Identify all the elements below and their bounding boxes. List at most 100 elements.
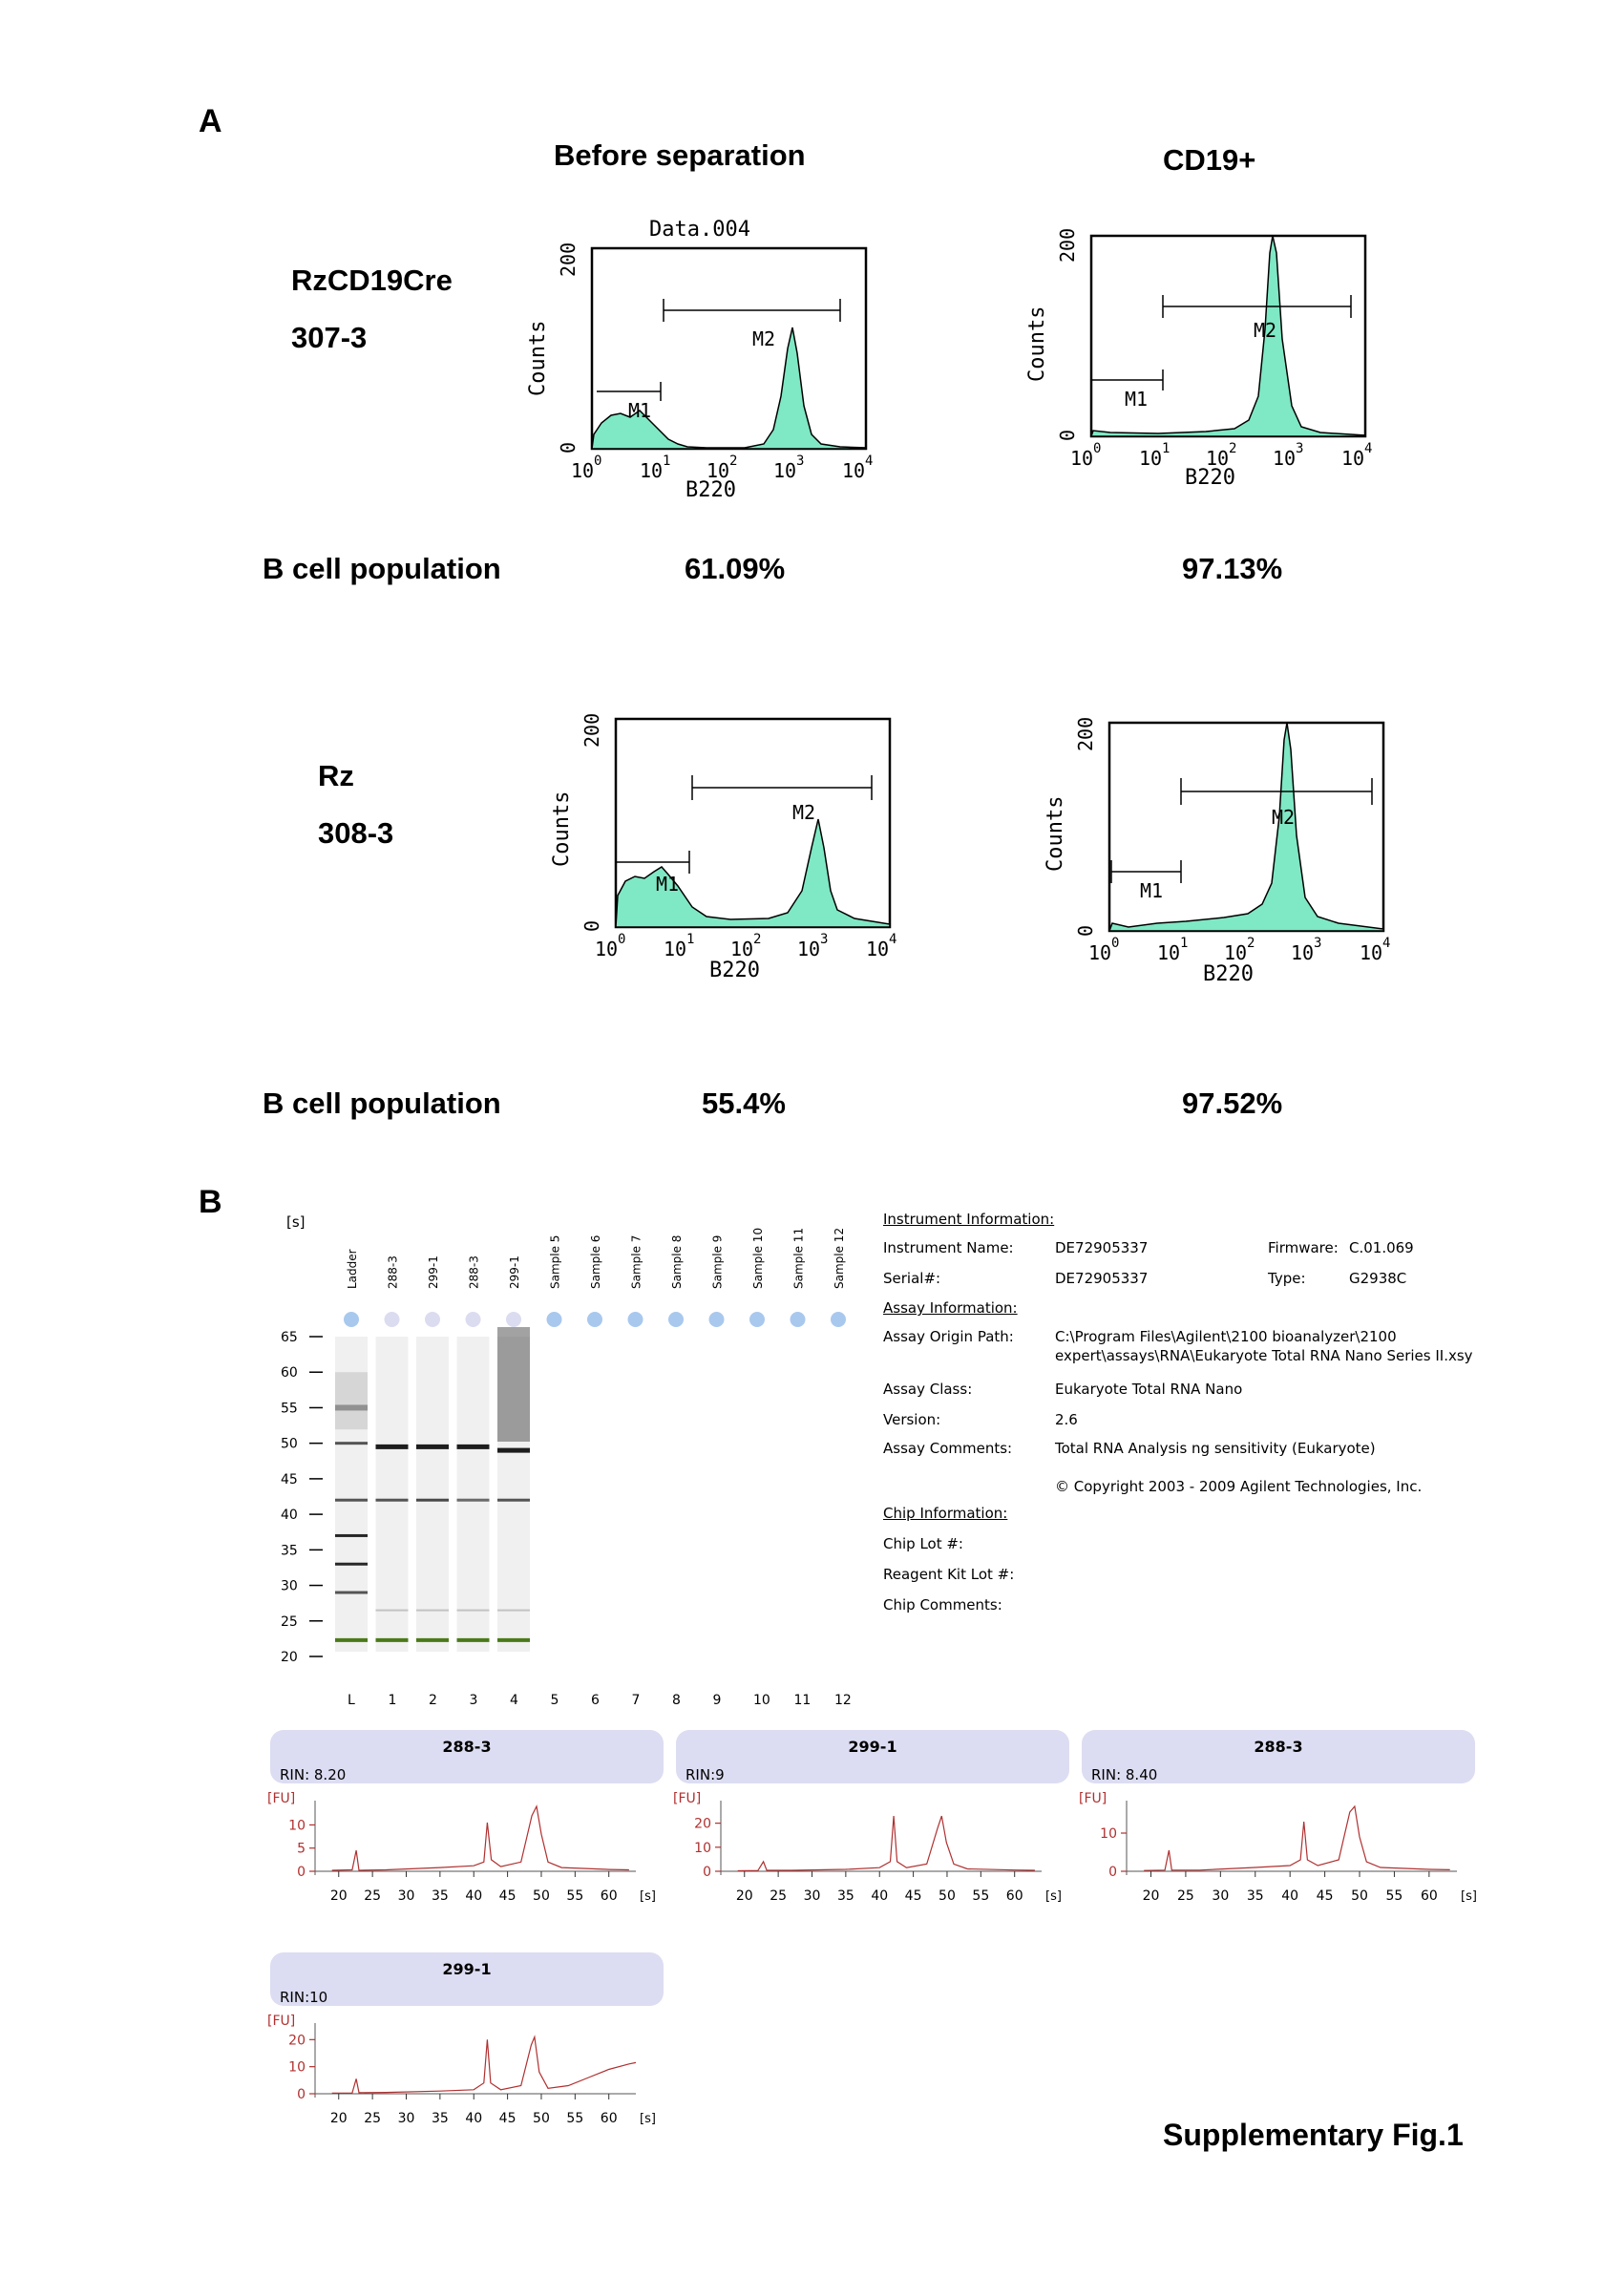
assay-class-label: Assay Class: [883, 1381, 973, 1398]
y-tick-200: 200 [1056, 228, 1079, 263]
gel-well-dot [708, 1312, 725, 1327]
gel-y-tick: 30 [281, 1579, 298, 1594]
chip-lot-label: Chip Lot #: [883, 1535, 963, 1552]
ep-x-unit: [s] [1461, 1889, 1477, 1904]
ep-x-tick: 50 [533, 1888, 550, 1904]
gel-well-dot [790, 1312, 806, 1327]
ep-header-4: 299-1 RIN:10 [270, 1952, 664, 2006]
gel-lane-number: 3 [470, 1693, 478, 1708]
gel-lane-label: 288-3 [468, 1255, 481, 1289]
gel-well-dot [384, 1312, 400, 1327]
electropherogram-3: [FU] 0 10 20 25 30 35 40 45 50 55 60 [s] [1079, 1791, 1477, 1904]
ep-x-tick: 20 [736, 1888, 753, 1904]
assay-heading: Assay Information: [883, 1299, 1018, 1317]
gate-m1-label: M1 [628, 399, 651, 422]
electropherogram-4: [FU] 0 10 20 20 25 30 35 40 45 50 55 60 [s] [267, 2014, 656, 2126]
ep-y-tick: 10 [1100, 1826, 1117, 1842]
column-header-before: Before separation [554, 138, 806, 172]
gel-lane-label: Sample 6 [589, 1235, 602, 1289]
gate-m2-label: M2 [752, 327, 775, 350]
ep-trace [331, 2035, 637, 2094]
row1-before-percent: 61.09% [685, 552, 786, 585]
y-tick-0: 0 [580, 920, 603, 932]
ep-x-tick: 60 [1006, 1888, 1023, 1904]
assay-origin-value-2: expert\assays\RNA\Eukaryote Total RNA Na… [1055, 1347, 1473, 1364]
gel-band [335, 1533, 368, 1537]
ep-y-tick: 0 [703, 1865, 711, 1880]
ep-trace [737, 1815, 1035, 1872]
gel-lane-number: L [348, 1693, 355, 1708]
gel-lane-label: Ladder [346, 1249, 359, 1289]
ep-x-tick: 50 [1351, 1888, 1368, 1904]
x-tick: 10 [707, 459, 729, 482]
ep-fu-label: [FU] [1079, 1791, 1107, 1806]
ep-fu-label: [FU] [267, 2014, 295, 2029]
ep-x-tick: 45 [499, 2111, 517, 2126]
x-tick: 10 [595, 938, 618, 960]
ep-rin: RIN: 8.40 [1091, 1766, 1158, 1783]
gel-y-tick: 40 [281, 1508, 298, 1523]
x-tick-exp: 0 [1093, 441, 1101, 456]
ep-x-tick: 60 [601, 2111, 618, 2126]
ep-y-tick: 0 [297, 2087, 306, 2102]
x-tick-exp: 1 [686, 932, 694, 947]
gel-y-tick: 50 [281, 1437, 298, 1452]
gel-y-tick: 25 [281, 1614, 298, 1630]
y-tick-200: 200 [1074, 717, 1097, 751]
ep-y-tick: 0 [1108, 1865, 1117, 1880]
x-tick: 10 [1088, 941, 1111, 964]
ep-x-tick: 40 [871, 1888, 888, 1904]
ep-trace [331, 1804, 629, 1871]
x-tick-exp: 3 [1296, 441, 1303, 456]
gel-lane-label: Sample 11 [792, 1228, 806, 1289]
ep-x-tick: 20 [1143, 1888, 1160, 1904]
ep-y-tick: 10 [288, 2060, 306, 2076]
ep-x-tick: 30 [398, 1888, 415, 1904]
x-tick-exp: 3 [1314, 936, 1321, 951]
row2-population-label: B cell population [263, 1086, 501, 1120]
type-value: G2938C [1349, 1270, 1407, 1287]
panel-b-label: B [199, 1184, 222, 1220]
gel-smear [335, 1372, 368, 1430]
ep-x-tick: 35 [432, 1888, 449, 1904]
x-tick: 10 [1273, 447, 1296, 470]
ep-x-tick: 40 [465, 2111, 482, 2126]
firmware-value: C.01.069 [1349, 1239, 1414, 1256]
gel-well-dot [627, 1312, 643, 1327]
x-tick-exp: 1 [663, 453, 670, 469]
ep-x-tick: 20 [330, 1888, 348, 1904]
gel-band [416, 1609, 449, 1612]
gel-y-tick: 55 [281, 1401, 298, 1416]
x-tick: 10 [730, 938, 753, 960]
x-tick-exp: 2 [753, 932, 761, 947]
gate-m2-label: M2 [792, 801, 815, 824]
y-tick-200: 200 [580, 713, 603, 748]
assay-class-value: Eukaryote Total RNA Nano [1055, 1381, 1243, 1398]
ep-x-tick: 35 [837, 1888, 854, 1904]
x-axis-label: B220 [685, 478, 736, 502]
ep-x-tick: 25 [1177, 1888, 1194, 1904]
gate-m1-label: M1 [1125, 388, 1148, 411]
row1-population-label: B cell population [263, 552, 501, 585]
gel-lane-number: 9 [713, 1693, 722, 1708]
x-tick: 10 [664, 938, 686, 960]
ep-x-tick: 45 [499, 1888, 517, 1904]
gel-band [375, 1498, 409, 1502]
ep-y-tick: 20 [288, 2033, 306, 2048]
ep-x-unit: [s] [640, 1889, 656, 1904]
x-tick-exp: 0 [618, 932, 625, 947]
x-tick: 10 [773, 459, 796, 482]
histogram-row1-before: Data.004 M1 M2 Counts 0 200 10 0 10 1 10 2 … [516, 215, 878, 535]
gel-lane [456, 1337, 490, 1652]
gel-lane-label: Sample 12 [833, 1228, 846, 1289]
x-tick: 10 [1291, 941, 1314, 964]
x-tick: 10 [1224, 941, 1247, 964]
assay-comments-value: Total RNA Analysis ng sensitivity (Eukar… [1055, 1440, 1376, 1457]
gel-y-tick: 35 [281, 1543, 298, 1558]
x-tick: 10 [1070, 447, 1093, 470]
gel-lane-label: Sample 9 [711, 1235, 725, 1289]
y-tick-0: 0 [1074, 925, 1097, 937]
y-axis-label: Counts [1025, 306, 1049, 382]
gel-band [335, 1562, 368, 1566]
gel-lane-number: 5 [551, 1693, 559, 1708]
